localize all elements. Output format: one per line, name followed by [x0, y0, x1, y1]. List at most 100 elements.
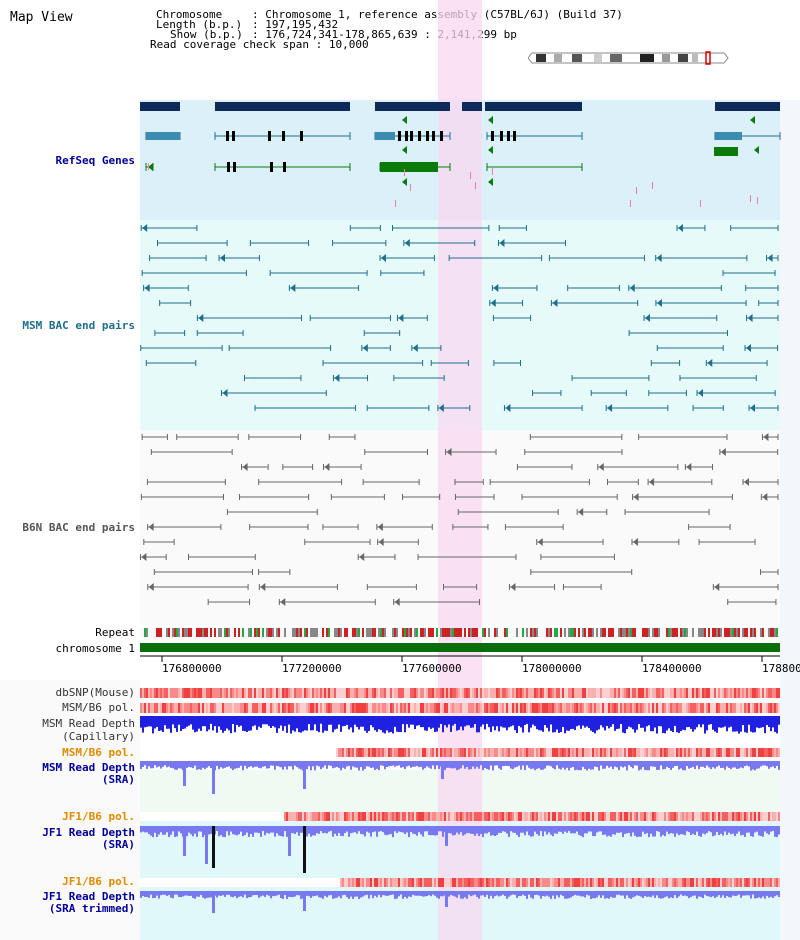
depth-bar [472, 761, 474, 767]
heat-cell [420, 688, 422, 698]
msm-bac-pair-arrow [607, 404, 613, 412]
heat-cell [670, 703, 672, 713]
heat-cell [394, 878, 396, 887]
heat-cell [178, 812, 180, 821]
heat-cell [778, 748, 780, 757]
heat-cell [768, 688, 770, 698]
heat-cell [146, 688, 148, 698]
heat-cell [262, 688, 264, 698]
heat-cell [176, 812, 178, 821]
heat-cell [538, 688, 540, 698]
heat-cell [656, 688, 658, 698]
gene-arrow [402, 116, 407, 124]
depth-bar [310, 716, 312, 731]
heat-cell [740, 878, 742, 887]
depth-bar [446, 761, 448, 768]
depth-bar [698, 891, 700, 897]
heat-cell [208, 703, 210, 713]
heat-cell [328, 688, 330, 698]
label-b6n-bac[interactable]: B6N BAC end pairs [22, 521, 135, 534]
depth-bar [338, 761, 340, 769]
heat-cell [376, 878, 378, 887]
heat-cell [448, 703, 450, 713]
heat-cell [530, 688, 532, 698]
depth-bar [314, 761, 316, 771]
label-refseq[interactable]: RefSeq Genes [55, 154, 135, 167]
depth-bar [732, 826, 734, 834]
heat-cell [658, 703, 660, 713]
depth-bar [738, 891, 740, 895]
depth-bar [530, 826, 532, 837]
heat-cell [278, 748, 280, 757]
repeat-block [442, 628, 444, 637]
heat-cell [348, 703, 350, 713]
heat-cell [532, 812, 534, 821]
depth-bar [714, 761, 716, 769]
depth-bar [366, 826, 368, 832]
heat-cell [456, 812, 458, 821]
heat-cell [330, 703, 332, 713]
heat-cell [446, 748, 448, 757]
depth-bar [760, 716, 762, 728]
depth-bar [668, 716, 670, 729]
depth-bar [656, 761, 658, 770]
heat-cell [498, 748, 500, 757]
depth-bar [722, 891, 724, 896]
depth-bar [720, 826, 722, 834]
heat-cell [442, 703, 444, 713]
label-msm-bac[interactable]: MSM BAC end pairs [22, 319, 135, 332]
heat-cell [778, 812, 780, 821]
depth-bar [464, 716, 466, 727]
depth-bar [600, 891, 602, 898]
repeat-block [244, 628, 246, 637]
heat-cell [190, 688, 192, 698]
selected-region-highlight[interactable] [438, 0, 482, 940]
depth-bar [376, 716, 378, 732]
heat-cell [440, 878, 442, 887]
heat-cell [184, 688, 186, 698]
depth-bar [484, 826, 486, 834]
heat-cell [150, 703, 152, 713]
heat-cell [418, 688, 420, 698]
heat-cell [432, 878, 434, 887]
repeat-block [278, 628, 280, 637]
heat-cell [512, 688, 514, 698]
depth-bar [670, 826, 672, 834]
heat-cell [726, 812, 728, 821]
heat-cell [410, 703, 412, 713]
chromosome-ideogram[interactable] [528, 51, 730, 65]
heat-cell [386, 812, 388, 821]
heat-cell [464, 688, 466, 698]
depth-bar [644, 716, 646, 732]
repeat-block [414, 628, 416, 637]
depth-bar [646, 716, 648, 727]
depth-bar [364, 826, 366, 837]
heat-cell [730, 703, 732, 713]
depth-bar [616, 891, 618, 895]
heat-cell [596, 812, 598, 821]
depth-bar [478, 761, 480, 769]
depth-bar [196, 761, 198, 770]
heat-cell [232, 703, 234, 713]
depth-bar [286, 891, 288, 899]
depth-bar [340, 891, 342, 899]
heat-cell [392, 878, 394, 887]
heat-cell [544, 878, 546, 887]
span-value: 10,000 [328, 38, 369, 51]
heat-cell [338, 812, 340, 821]
depth-bar [636, 826, 638, 838]
heat-cell [172, 748, 174, 757]
repeat-block [148, 628, 150, 637]
depth-bar [230, 826, 232, 832]
heat-cell [758, 878, 760, 887]
heat-cell [164, 703, 166, 713]
depth-bar [426, 891, 428, 897]
heat-cell [536, 812, 538, 821]
heat-cell [350, 878, 352, 887]
heat-cell [348, 748, 350, 757]
depth-bar [770, 826, 772, 832]
heat-cell [466, 878, 468, 887]
gene-exon-green [380, 162, 438, 172]
heat-cell [398, 878, 400, 887]
